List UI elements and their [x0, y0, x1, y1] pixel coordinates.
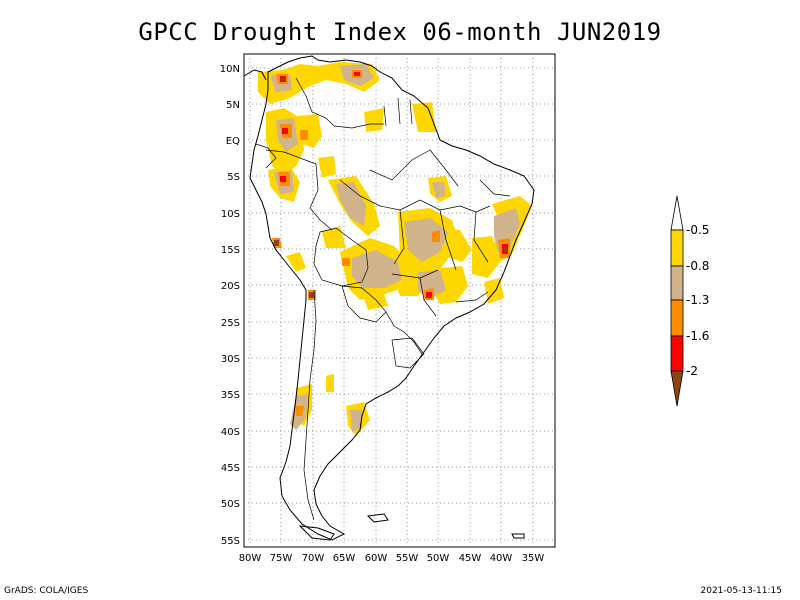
- legend-swatch-4: [670, 335, 684, 372]
- lat-tick-label: 10N: [220, 64, 240, 75]
- shade-red-2: [282, 128, 288, 134]
- shade-ext-8: [432, 230, 440, 242]
- border-argentina-brazil: [385, 311, 423, 355]
- lon-tick-label: 60W: [365, 553, 388, 564]
- lon-tick-label: 70W: [302, 553, 325, 564]
- shade-sev-patagonia: [350, 410, 362, 432]
- lat-tick-label: 50S: [221, 499, 240, 510]
- shade-amazon-west: [318, 156, 336, 178]
- shade-amapa: [412, 102, 436, 132]
- tierra-del-fuego: [298, 525, 335, 541]
- shade-brown-4: [309, 292, 314, 298]
- shade-brown-3: [274, 240, 279, 246]
- shade-ext-12: [296, 406, 304, 416]
- lon-tick-label: 50W: [427, 553, 450, 564]
- shade-peru-coast: [286, 252, 306, 272]
- border-chile-argentina: [303, 289, 317, 521]
- lat-tick-label: 20S: [221, 281, 240, 292]
- legend-label: -2: [686, 364, 698, 378]
- shade-rondonia: [322, 226, 346, 248]
- border-guianas: [383, 97, 413, 127]
- lat-axis: 10N 5N EQ 5S 10S 15S 20S 25S 30S 35S 40S…: [220, 64, 240, 547]
- south-america-coast: [249, 55, 535, 541]
- lat-tick-label: 5S: [227, 172, 240, 183]
- footer-timestamp: 2021-05-13-11:15: [700, 586, 783, 596]
- shade-sev-goias: [404, 218, 448, 262]
- border-colombia-peru: [265, 149, 317, 165]
- lon-axis: 80W 75W 70W 65W 60W 55W 50W 45W 40W 35W: [239, 553, 545, 564]
- legend-label: -0.8: [686, 259, 709, 273]
- lat-tick-label: 40S: [221, 427, 240, 438]
- legend-swatch-1: [670, 229, 684, 267]
- lon-tick-label: 80W: [239, 553, 262, 564]
- lon-tick-label: 55W: [396, 553, 419, 564]
- shade-sev-mato-grosso: [352, 250, 402, 288]
- lon-tick-label: 35W: [522, 553, 545, 564]
- shade-guiana: [364, 108, 384, 132]
- lat-tick-label: 5N: [226, 100, 240, 111]
- legend-label: -0.5: [686, 223, 709, 237]
- shade-sev-amazon: [336, 182, 366, 226]
- border-colombia-venezuela: [295, 77, 335, 127]
- color-legend: -0.5 -0.8 -1.3 -1.6 -2: [670, 195, 709, 407]
- border-paraguay: [341, 285, 387, 323]
- shade-red-6: [354, 72, 360, 76]
- shade-bahia: [472, 236, 500, 278]
- shade-brown-1: [282, 78, 285, 81]
- lat-tick-label: 15S: [221, 245, 240, 256]
- country-borders: [255, 77, 511, 521]
- legend-label: -1.6: [686, 329, 709, 343]
- border-uruguay: [391, 337, 425, 369]
- lat-tick-label: 25S: [221, 318, 240, 329]
- shade-red-3: [280, 176, 286, 182]
- shade-ext-5: [300, 130, 308, 140]
- lat-tick-label: 35S: [221, 390, 240, 401]
- shade-argentina-mid: [326, 374, 334, 392]
- legend-swatch-2: [670, 265, 684, 301]
- footer-credit: GrADS: COLA/IGES: [4, 586, 89, 596]
- shade-red-5: [426, 292, 432, 298]
- falklands: [366, 513, 389, 523]
- shade-brown-2: [503, 247, 507, 252]
- south-georgia: [511, 533, 525, 539]
- lon-tick-label: 75W: [270, 553, 293, 564]
- legend-swatch-3: [670, 299, 684, 337]
- border-ecuador: [255, 143, 277, 169]
- shade-extreme-brown: [274, 78, 507, 298]
- lat-tick-label: 30S: [221, 354, 240, 365]
- coastline: [243, 55, 535, 541]
- shade-sev-piaui: [432, 182, 446, 198]
- legend-label: -1.3: [686, 293, 709, 307]
- lon-tick-label: 40W: [490, 553, 513, 564]
- border-peru-brazil: [309, 163, 333, 231]
- legend-swatch-0: [670, 195, 684, 231]
- lon-tick-label: 45W: [459, 553, 482, 564]
- central-america: [243, 69, 267, 81]
- border-venezuela-brazil: [333, 123, 384, 129]
- lat-tick-label: 10S: [221, 209, 240, 220]
- border-bolivia: [313, 227, 369, 287]
- lat-tick-label: 45S: [221, 463, 240, 474]
- lon-tick-label: 65W: [333, 553, 356, 564]
- lat-tick-label: EQ: [226, 136, 240, 147]
- legend-swatch-5: [670, 370, 684, 407]
- shade-extreme-red: [280, 72, 508, 298]
- border-brazil-states: [339, 149, 511, 317]
- map-title: GPCC Drought Index 06-month JUN2019: [138, 18, 662, 46]
- lat-tick-label: 55S: [221, 536, 240, 547]
- shade-ext-9: [342, 258, 350, 266]
